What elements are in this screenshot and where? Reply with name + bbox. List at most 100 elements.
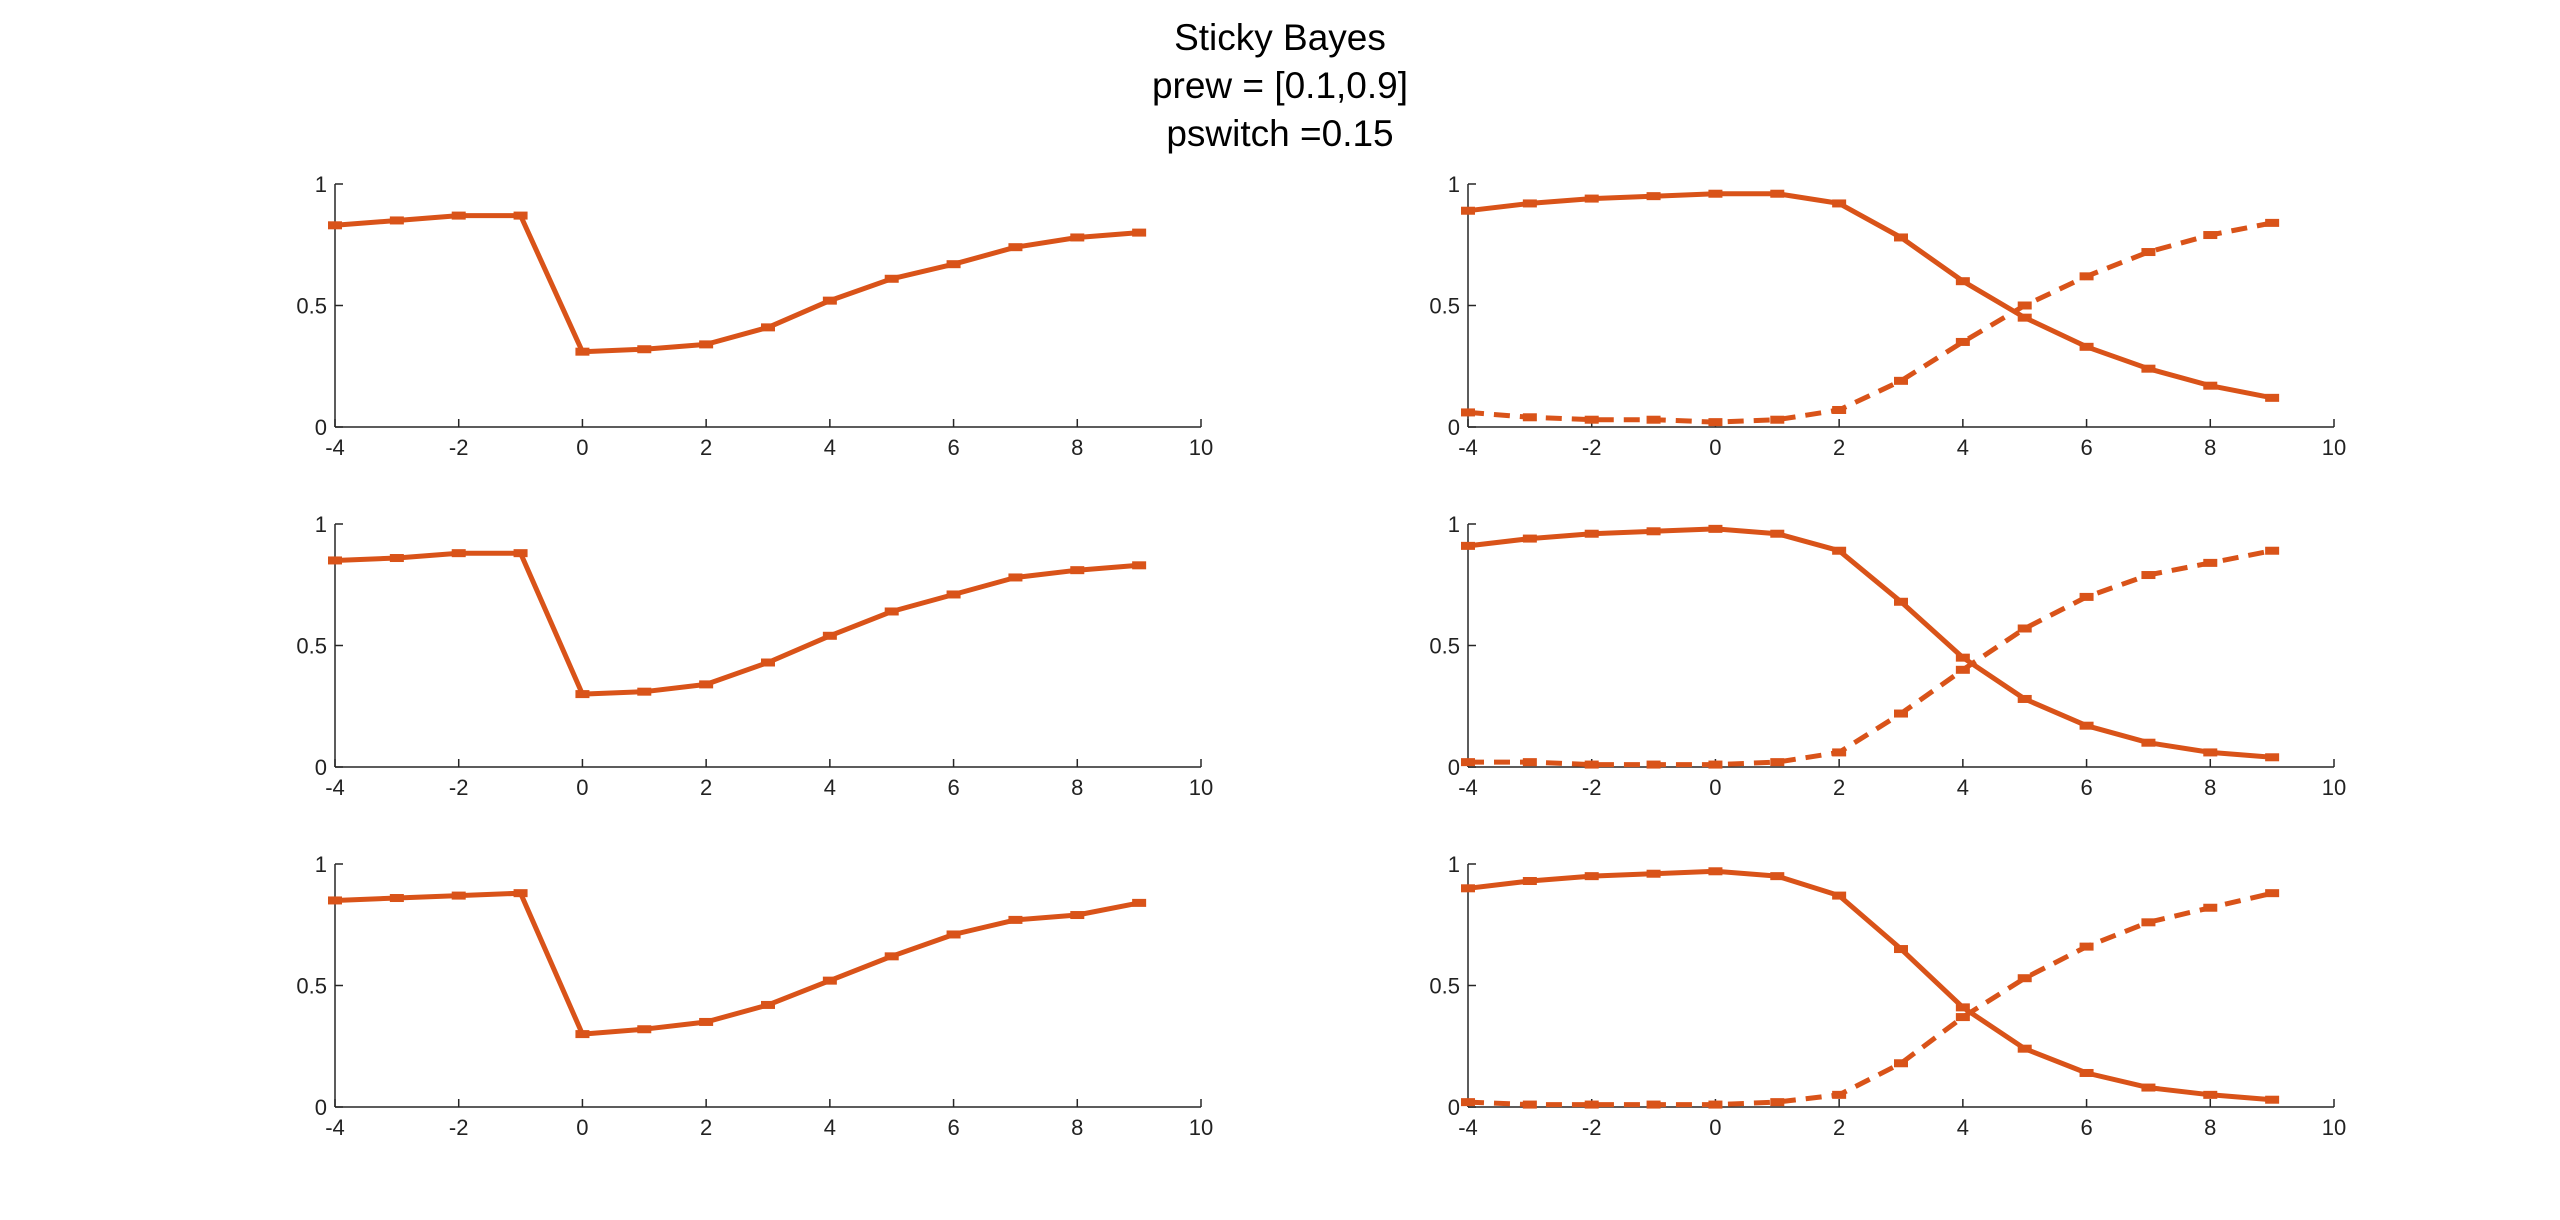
- x-tick-label: 8: [2204, 775, 2216, 800]
- y-tick-label: 0.5: [296, 974, 327, 999]
- data-point-marker: [822, 976, 837, 985]
- data-point-marker: [451, 211, 466, 220]
- series-line-solid: [1467, 526, 2273, 760]
- data-point-marker: [575, 690, 590, 699]
- data-point-marker: [1646, 760, 1661, 769]
- subplot-row3-left: -4 -2 0 2 4 6 8 10 0 0.5 1: [296, 852, 1213, 1140]
- data-point-marker: [884, 952, 899, 961]
- y-tick-label: 1: [315, 512, 327, 537]
- y-tick-label: 1: [1448, 852, 1460, 877]
- x-tick-label: -2: [449, 1115, 469, 1140]
- data-point-marker: [1584, 760, 1599, 769]
- series-line-dashed: [1467, 890, 2273, 1108]
- data-point-marker: [1708, 1100, 1723, 1109]
- x-tick-label: -2: [1582, 1115, 1602, 1140]
- subplot-row3-right: -4 -2 0 2 4 6 8 10 0 0.5 1: [1429, 852, 2346, 1140]
- data-point-marker: [1008, 573, 1023, 582]
- data-point-marker: [2141, 738, 2156, 747]
- data-point-marker: [2079, 1068, 2094, 1077]
- data-point-marker: [389, 894, 404, 903]
- data-point-marker: [2265, 546, 2280, 555]
- data-point-marker: [761, 658, 775, 667]
- data-point-marker: [1708, 418, 1723, 427]
- x-tick-label: 2: [1833, 1115, 1845, 1140]
- data-point-marker: [1894, 945, 1908, 954]
- data-point-marker: [2265, 889, 2280, 898]
- data-point-marker: [2079, 342, 2094, 351]
- data-point-marker: [1955, 665, 1970, 674]
- data-point-marker: [2265, 753, 2280, 762]
- data-point-marker: [2203, 231, 2218, 240]
- x-tick-label: 8: [1071, 1115, 1083, 1140]
- data-point-marker: [1522, 758, 1537, 767]
- data-point-marker: [2141, 918, 2156, 927]
- series-line-solid: [334, 550, 1140, 697]
- data-point-marker: [1832, 405, 1847, 414]
- data-point-marker: [822, 631, 837, 640]
- x-tick-label: -4: [1458, 775, 1478, 800]
- x-tick-label: -4: [1458, 1115, 1478, 1140]
- data-point-marker: [1584, 1100, 1599, 1109]
- subplot-row1-right: -4 -2 0 2 4 6 8 10 0 0.5 1: [1429, 172, 2346, 460]
- x-tick-label: -2: [1582, 435, 1602, 460]
- data-point-marker: [637, 687, 652, 696]
- x-tick-label: -4: [325, 1115, 345, 1140]
- y-tick-label: 0: [315, 755, 327, 780]
- y-tick-label: 0: [315, 1095, 327, 1120]
- data-point-marker: [761, 1000, 775, 1009]
- data-point-marker: [1894, 1059, 1908, 1068]
- x-tick-label: 6: [2080, 435, 2092, 460]
- data-point-marker: [699, 680, 714, 689]
- x-tick-label: 8: [1071, 435, 1083, 460]
- y-tick-label: 0: [1448, 755, 1460, 780]
- subplot-row2-right: -4 -2 0 2 4 6 8 10 0 0.5 1: [1429, 512, 2346, 800]
- data-point-marker: [1461, 206, 1475, 215]
- data-point-marker: [1070, 566, 1085, 575]
- data-point-marker: [2265, 218, 2280, 227]
- data-point-marker: [1894, 709, 1908, 718]
- x-tick-label: 4: [1957, 775, 1969, 800]
- x-tick-label: 6: [947, 435, 959, 460]
- x-tick-label: 0: [1709, 435, 1721, 460]
- figure-title: Sticky Bayes prew = [0.1,0.9] pswitch =0…: [0, 14, 2560, 158]
- y-tick-label: 0.5: [1429, 634, 1460, 659]
- data-point-marker: [1070, 233, 1085, 242]
- data-point-marker: [2017, 974, 2032, 983]
- y-tick-label: 0.5: [1429, 294, 1460, 319]
- x-tick-label: 10: [1189, 435, 1213, 460]
- data-point-marker: [1770, 758, 1785, 767]
- x-tick-label: 4: [1957, 435, 1969, 460]
- data-point-marker: [699, 1017, 714, 1026]
- data-point-marker: [1955, 337, 1970, 346]
- x-tick-label: 0: [576, 435, 588, 460]
- x-tick-label: 10: [1189, 775, 1213, 800]
- data-point-marker: [946, 930, 961, 939]
- series-line-solid: [1467, 868, 2273, 1103]
- x-tick-label: -4: [325, 775, 345, 800]
- y-tick-label: 0: [1448, 415, 1460, 440]
- x-tick-label: 0: [576, 775, 588, 800]
- data-point-marker: [1461, 408, 1475, 417]
- data-point-marker: [513, 211, 528, 220]
- x-tick-label: 8: [1071, 775, 1083, 800]
- data-point-marker: [884, 607, 899, 616]
- data-point-marker: [2141, 248, 2156, 257]
- data-point-marker: [884, 274, 899, 283]
- y-tick-label: 0: [1448, 1095, 1460, 1120]
- data-point-marker: [328, 556, 342, 565]
- data-point-marker: [1132, 898, 1147, 907]
- data-point-marker: [1646, 192, 1661, 201]
- x-tick-label: 0: [1709, 775, 1721, 800]
- data-point-marker: [575, 347, 590, 356]
- subplot-row1-left: -4 -2 0 2 4 6 8 10 0 0.5 1: [296, 172, 1213, 460]
- data-point-marker: [2203, 748, 2218, 757]
- data-point-marker: [1894, 376, 1908, 385]
- x-tick-label: 10: [2322, 775, 2346, 800]
- data-point-marker: [2017, 313, 2032, 322]
- data-point-marker: [451, 891, 466, 900]
- data-point-marker: [1832, 199, 1847, 208]
- y-tick-label: 1: [1448, 172, 1460, 197]
- data-point-marker: [1955, 277, 1970, 286]
- data-point-marker: [1008, 915, 1023, 924]
- data-point-marker: [2017, 301, 2032, 310]
